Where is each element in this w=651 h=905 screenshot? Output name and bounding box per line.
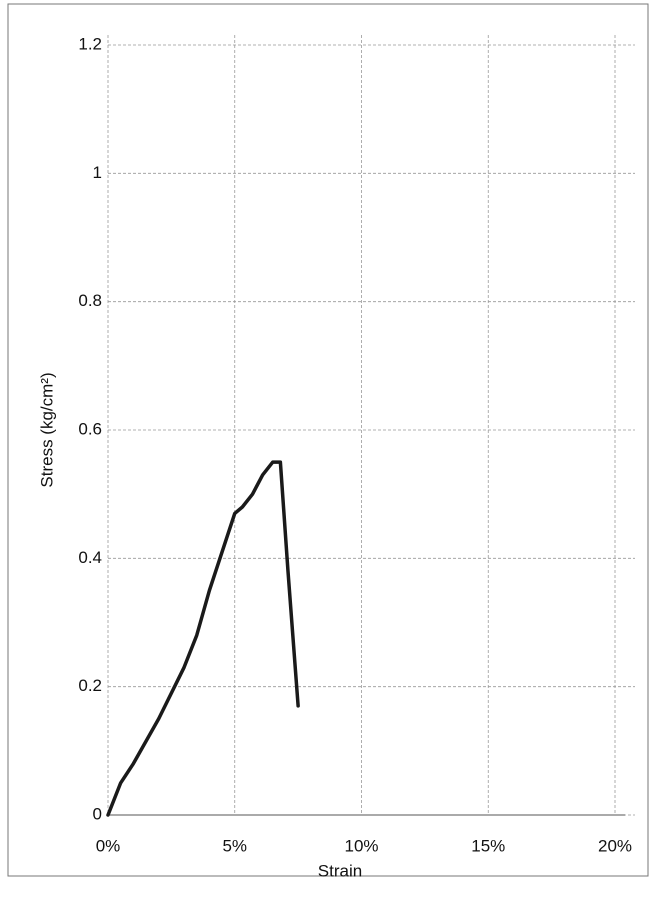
x-tick-label: 0%: [96, 836, 121, 855]
y-tick-label: 0.6: [78, 419, 102, 438]
x-tick-label: 5%: [222, 836, 247, 855]
x-tick-label: 10%: [344, 836, 378, 855]
y-tick-label: 0.4: [78, 548, 102, 567]
frame: [7, 3, 649, 877]
y-tick-label: 0.2: [78, 676, 102, 695]
x-tick-label: 15%: [471, 836, 505, 855]
x-tick-label: 20%: [598, 836, 632, 855]
x-axis-label: Strain: [318, 861, 362, 880]
y-tick-label: 0.8: [78, 291, 102, 310]
y-axis-label: Stress (kg/cm²): [37, 372, 56, 487]
y-tick-label: 0: [93, 804, 102, 823]
data-line: [106, 460, 300, 817]
y-tick-label: 1: [93, 163, 102, 182]
y-tick-label: 1.2: [78, 34, 102, 53]
